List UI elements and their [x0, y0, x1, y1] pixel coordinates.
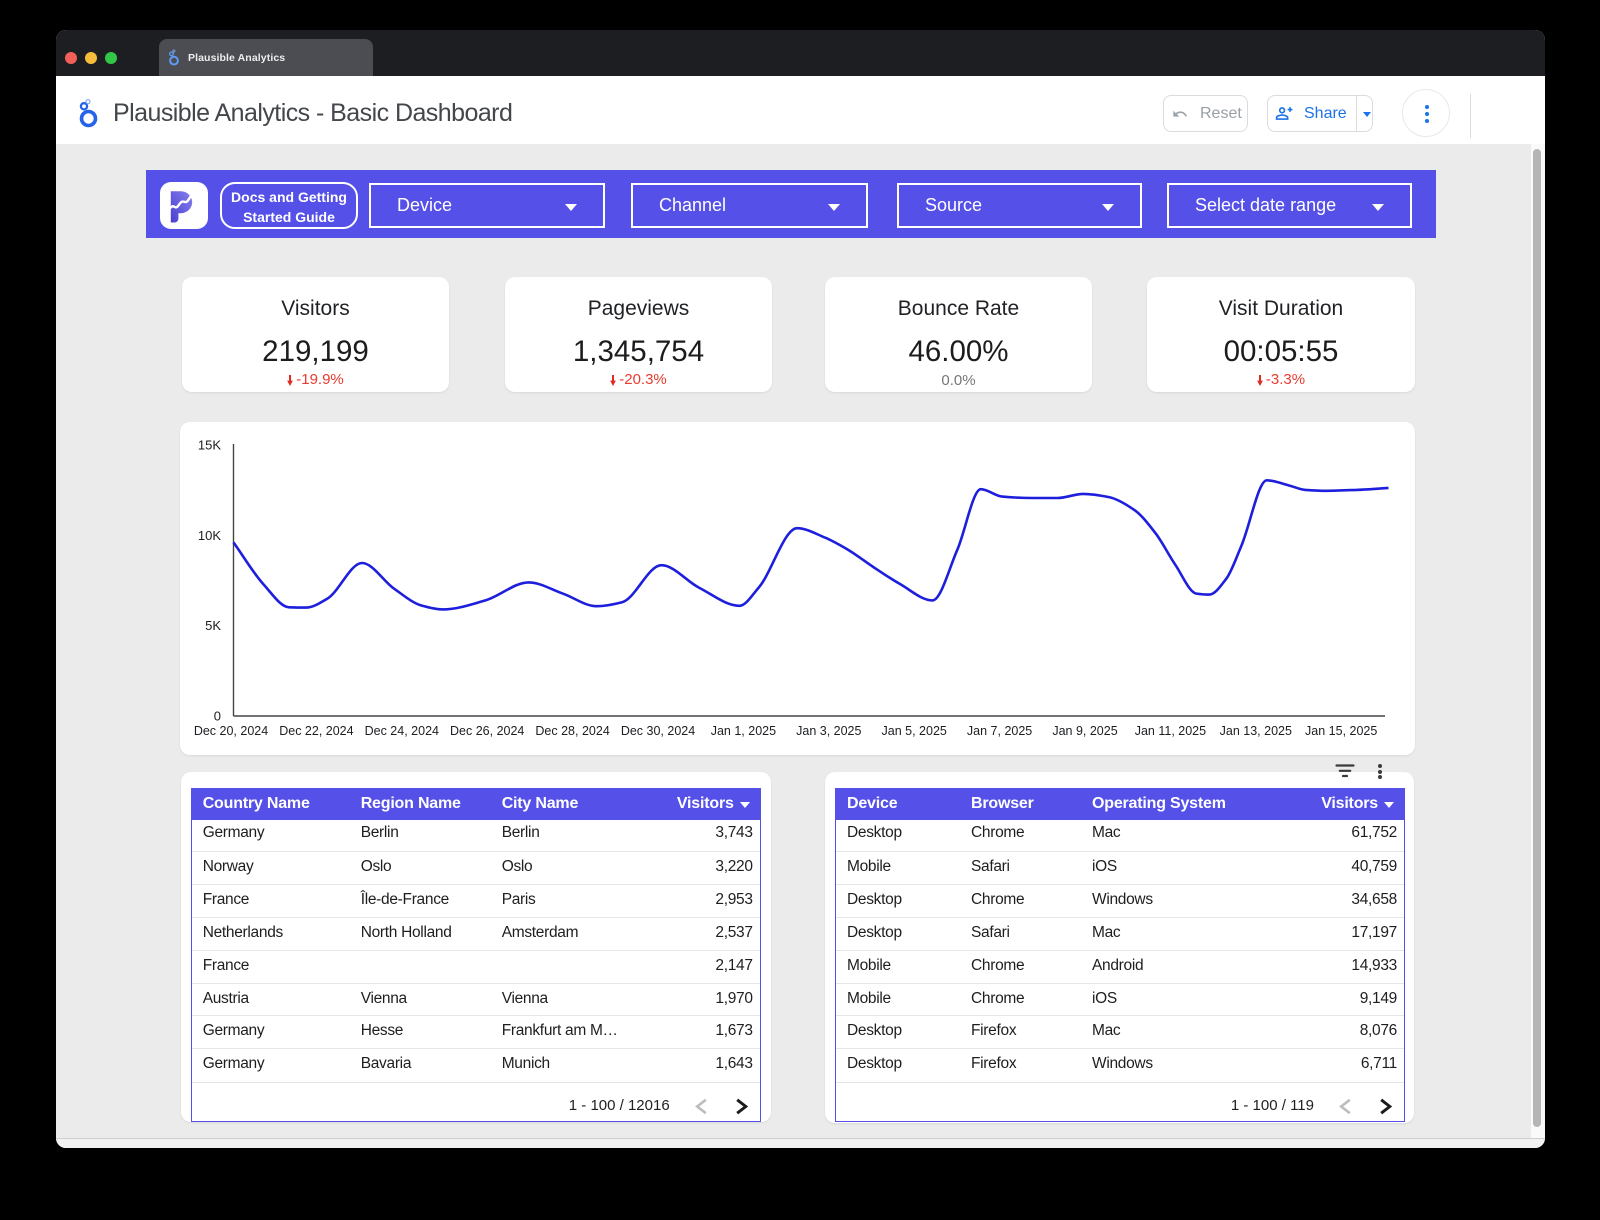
- svg-text:Jan 15, 2025: Jan 15, 2025: [1305, 724, 1377, 738]
- svg-text:Dec 30, 2024: Dec 30, 2024: [621, 724, 695, 738]
- svg-text:Jan 7, 2025: Jan 7, 2025: [967, 724, 1032, 738]
- svg-text:Dec 20, 2024: Dec 20, 2024: [194, 724, 268, 738]
- svg-text:Dec 26, 2024: Dec 26, 2024: [450, 724, 524, 738]
- svg-text:Jan 11, 2025: Jan 11, 2025: [1135, 724, 1206, 738]
- svg-text:0: 0: [214, 709, 221, 724]
- svg-text:Jan 5, 2025: Jan 5, 2025: [882, 724, 947, 738]
- svg-text:5K: 5K: [205, 618, 221, 633]
- svg-text:15K: 15K: [198, 438, 221, 453]
- svg-text:Jan 1, 2025: Jan 1, 2025: [711, 724, 776, 738]
- svg-text:Jan 9, 2025: Jan 9, 2025: [1052, 724, 1117, 738]
- svg-text:Jan 3, 2025: Jan 3, 2025: [796, 724, 861, 738]
- svg-text:Dec 28, 2024: Dec 28, 2024: [535, 724, 609, 738]
- svg-text:10K: 10K: [198, 528, 221, 543]
- svg-text:Jan 13, 2025: Jan 13, 2025: [1220, 724, 1292, 738]
- svg-text:Dec 22, 2024: Dec 22, 2024: [279, 724, 353, 738]
- svg-text:Dec 24, 2024: Dec 24, 2024: [365, 724, 439, 738]
